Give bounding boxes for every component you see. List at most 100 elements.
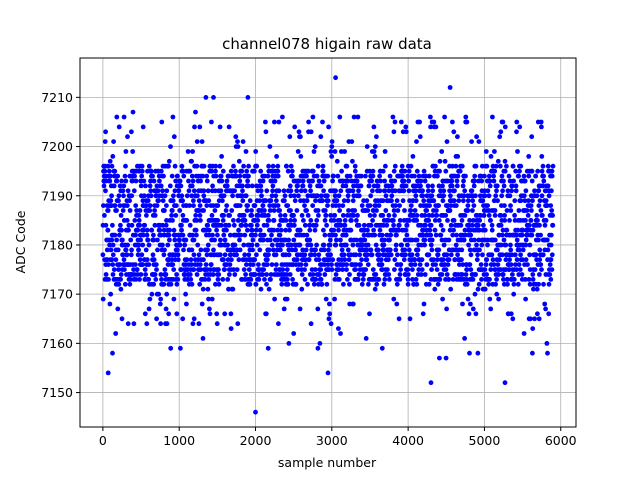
data-point xyxy=(185,149,191,154)
data-point xyxy=(470,306,476,312)
data-point xyxy=(264,281,269,287)
data-point xyxy=(137,277,142,282)
data-point xyxy=(280,114,285,120)
data-point xyxy=(440,198,446,204)
data-point xyxy=(324,222,329,228)
data-point xyxy=(513,168,519,174)
data-point xyxy=(536,281,541,287)
data-point xyxy=(298,188,304,194)
data-point xyxy=(440,257,446,263)
outlier-point xyxy=(447,85,453,90)
data-point xyxy=(545,183,551,189)
data-point xyxy=(242,252,248,258)
data-point xyxy=(367,213,373,218)
data-point xyxy=(194,139,200,145)
data-point xyxy=(313,277,319,282)
data-point xyxy=(443,168,449,174)
data-point xyxy=(174,311,180,317)
data-point xyxy=(118,213,124,218)
data-point xyxy=(441,193,447,199)
data-point xyxy=(122,173,128,179)
data-point xyxy=(127,198,132,204)
data-point xyxy=(334,158,340,164)
data-point xyxy=(341,281,346,287)
data-point xyxy=(526,173,532,179)
data-point xyxy=(391,222,396,228)
data-point xyxy=(269,232,274,238)
x-tick-label: 4000 xyxy=(392,433,424,448)
data-point xyxy=(455,252,460,258)
data-point xyxy=(520,247,526,253)
data-point xyxy=(194,163,200,169)
data-point xyxy=(169,173,175,179)
data-point xyxy=(103,222,109,228)
data-point xyxy=(134,267,140,272)
data-point xyxy=(231,163,236,169)
data-point xyxy=(215,232,220,238)
data-point xyxy=(382,277,388,282)
data-point xyxy=(504,163,509,169)
data-point xyxy=(289,168,295,174)
data-point xyxy=(127,208,133,213)
data-point xyxy=(371,124,377,130)
data-point xyxy=(150,252,156,258)
data-point xyxy=(281,188,287,194)
data-point xyxy=(249,208,254,213)
data-point xyxy=(193,109,198,115)
data-point xyxy=(383,193,389,199)
data-point xyxy=(170,218,175,223)
y-tick-label: 7210 xyxy=(41,90,73,105)
data-point xyxy=(222,237,228,243)
data-point xyxy=(288,208,293,213)
data-point xyxy=(177,237,182,243)
data-point xyxy=(422,237,428,243)
data-point xyxy=(237,173,243,179)
data-point xyxy=(227,232,233,238)
data-point xyxy=(548,277,554,282)
data-point xyxy=(117,203,123,209)
data-point xyxy=(307,183,313,189)
data-point xyxy=(142,267,148,272)
data-point xyxy=(123,247,129,253)
data-point xyxy=(393,242,399,248)
data-point xyxy=(143,272,149,277)
data-point xyxy=(354,218,359,223)
data-point xyxy=(497,134,503,140)
outlier-point xyxy=(333,75,338,81)
data-point xyxy=(522,178,528,184)
data-point xyxy=(432,227,438,233)
data-point xyxy=(110,272,116,277)
data-point xyxy=(508,242,513,248)
data-point xyxy=(241,267,247,272)
data-point xyxy=(472,291,478,297)
data-point xyxy=(191,252,197,258)
data-point xyxy=(258,183,264,189)
data-point xyxy=(235,144,241,150)
data-point xyxy=(267,237,273,243)
data-point xyxy=(356,222,362,228)
data-point xyxy=(294,188,300,194)
data-point xyxy=(316,252,322,258)
data-point xyxy=(223,208,229,213)
data-point xyxy=(342,222,348,228)
data-point xyxy=(434,208,439,213)
data-point xyxy=(412,262,418,267)
data-point xyxy=(535,218,540,223)
data-point xyxy=(200,336,206,341)
data-point xyxy=(513,188,519,194)
data-point xyxy=(106,277,111,282)
data-point xyxy=(522,277,528,282)
data-point xyxy=(547,272,553,277)
data-point xyxy=(209,296,215,302)
data-point xyxy=(318,267,324,272)
data-point xyxy=(115,247,121,253)
data-point xyxy=(365,252,370,258)
data-point xyxy=(444,139,450,145)
data-point xyxy=(408,163,414,169)
data-point xyxy=(536,316,542,322)
data-point xyxy=(286,247,292,253)
data-point xyxy=(461,178,466,184)
data-point xyxy=(313,222,319,228)
data-point xyxy=(299,272,305,277)
data-point xyxy=(133,262,138,267)
